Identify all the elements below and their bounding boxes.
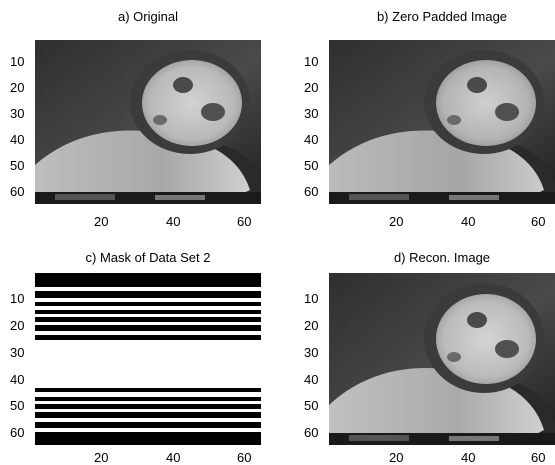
panel-c-xtick-60: 60 xyxy=(237,450,252,465)
panel-a-image xyxy=(35,40,261,204)
panel-a-title: a) Original xyxy=(118,9,178,24)
panel-d-image xyxy=(329,273,555,445)
mri-image-d xyxy=(329,273,555,445)
panel-d-xtick-20: 20 xyxy=(389,450,404,465)
panel-c-image xyxy=(35,273,261,445)
panel-d-title: d) Recon. Image xyxy=(393,250,491,265)
panel-d-ytick-20: 20 xyxy=(304,318,319,333)
panel-c-ytick-40: 40 xyxy=(10,372,25,387)
panel-b-ytick-20: 20 xyxy=(304,80,319,95)
panel-a-ytick-30: 30 xyxy=(10,106,25,121)
panel-d-xtick-40: 40 xyxy=(461,450,476,465)
mask-image xyxy=(35,273,261,445)
panel-a-ytick-50: 50 xyxy=(10,158,25,173)
panel-c-xtick-20: 20 xyxy=(94,450,109,465)
panel-c-title: c) Mask of Data Set 2 xyxy=(85,250,211,265)
panel-a-ytick-60: 60 xyxy=(10,184,25,199)
mri-image-a xyxy=(35,40,261,204)
panel-a-xtick-20: 20 xyxy=(94,214,109,229)
panel-c-ytick-60: 60 xyxy=(10,425,25,440)
panel-a-xtick-60: 60 xyxy=(237,214,252,229)
panel-b-xtick-40: 40 xyxy=(461,214,476,229)
panel-d-xtick-60: 60 xyxy=(531,450,546,465)
panel-b-ytick-50: 50 xyxy=(304,158,319,173)
panel-b-ytick-60: 60 xyxy=(304,184,319,199)
panel-b-ytick-40: 40 xyxy=(304,132,319,147)
panel-d-ytick-30: 30 xyxy=(304,345,319,360)
panel-b-xtick-20: 20 xyxy=(389,214,404,229)
panel-a-xtick-40: 40 xyxy=(166,214,181,229)
panel-a-ytick-40: 40 xyxy=(10,132,25,147)
panel-c-xtick-40: 40 xyxy=(166,450,181,465)
panel-c-ytick-50: 50 xyxy=(10,398,25,413)
panel-b-ytick-10: 10 xyxy=(304,54,319,69)
panel-d-ytick-60: 60 xyxy=(304,425,319,440)
panel-d-ytick-40: 40 xyxy=(304,372,319,387)
panel-c-ytick-20: 20 xyxy=(10,318,25,333)
panel-d-ytick-50: 50 xyxy=(304,398,319,413)
panel-a-ytick-20: 20 xyxy=(10,80,25,95)
mri-image-b xyxy=(329,40,555,204)
panel-b-title: b) Zero Padded Image xyxy=(376,9,508,24)
panel-b-ytick-30: 30 xyxy=(304,106,319,121)
panel-a-ytick-10: 10 xyxy=(10,54,25,69)
panel-c-ytick-10: 10 xyxy=(10,291,25,306)
panel-b-image xyxy=(329,40,555,204)
panel-c-ytick-30: 30 xyxy=(10,345,25,360)
panel-b-xtick-60: 60 xyxy=(531,214,546,229)
panel-d-ytick-10: 10 xyxy=(304,291,319,306)
